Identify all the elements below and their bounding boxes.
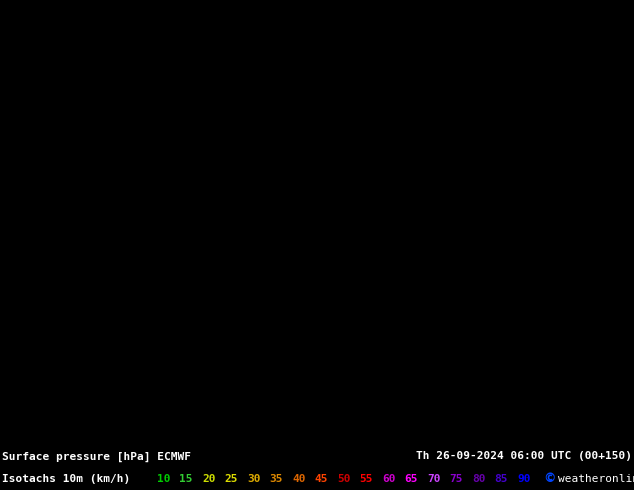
Text: 75: 75 — [450, 473, 463, 484]
Text: 25: 25 — [224, 473, 238, 484]
Text: 85: 85 — [495, 473, 508, 484]
Text: 40: 40 — [292, 473, 306, 484]
Text: 60: 60 — [382, 473, 396, 484]
Text: 20: 20 — [202, 473, 216, 484]
Text: 90: 90 — [517, 473, 531, 484]
Text: 50: 50 — [337, 473, 351, 484]
Text: 10: 10 — [157, 473, 171, 484]
Text: 65: 65 — [404, 473, 418, 484]
Text: ©: © — [543, 472, 556, 485]
Text: 35: 35 — [269, 473, 283, 484]
Text: 55: 55 — [359, 473, 373, 484]
Text: 45: 45 — [314, 473, 328, 484]
Text: Isotachs 10m (km/h): Isotachs 10m (km/h) — [2, 473, 130, 484]
Text: Surface pressure [hPa] ECMWF: Surface pressure [hPa] ECMWF — [2, 451, 191, 462]
Text: 15: 15 — [179, 473, 193, 484]
Text: 30: 30 — [247, 473, 261, 484]
Text: 70: 70 — [427, 473, 441, 484]
Text: weatheronline.co.uk: weatheronline.co.uk — [557, 473, 634, 484]
Text: Th 26-09-2024 06:00 UTC (00+150): Th 26-09-2024 06:00 UTC (00+150) — [416, 451, 632, 462]
Text: 80: 80 — [472, 473, 486, 484]
